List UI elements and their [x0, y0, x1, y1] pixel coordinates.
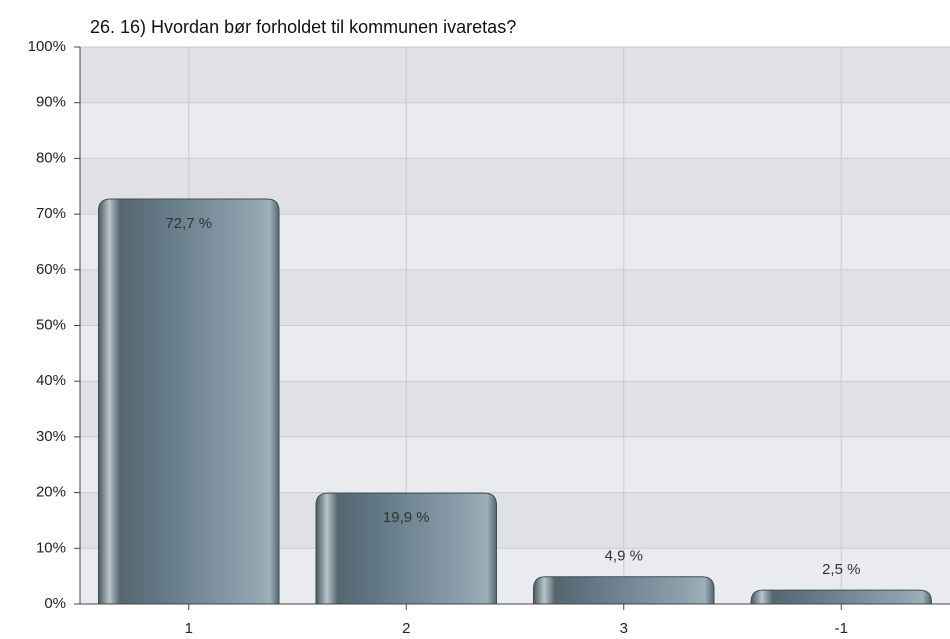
- y-tick-label: 40%: [36, 372, 66, 389]
- y-tick-label: 30%: [36, 428, 66, 445]
- bar: [97, 198, 280, 605]
- y-tick-label: 0%: [44, 595, 66, 612]
- y-tick-label: 60%: [36, 261, 66, 278]
- x-tick-label: 3: [620, 620, 628, 637]
- y-tick-label: 100%: [28, 38, 66, 55]
- y-tick-label: 50%: [36, 316, 66, 333]
- data-label: 19,9 %: [383, 509, 430, 526]
- bar: [315, 492, 498, 605]
- y-tick-label: 80%: [36, 149, 66, 166]
- x-tick-label: 1: [185, 620, 193, 637]
- y-tick-label: 70%: [36, 205, 66, 222]
- bar: [750, 589, 933, 605]
- data-label: 72,7 %: [165, 215, 212, 232]
- y-tick-label: 90%: [36, 94, 66, 111]
- x-tick-label: 2: [402, 620, 410, 637]
- y-tick-label: 20%: [36, 484, 66, 501]
- y-tick-label: 10%: [36, 539, 66, 556]
- x-tick-label: -1: [835, 620, 848, 637]
- data-label: 2,5 %: [822, 561, 860, 578]
- chart-title: 26. 16) Hvordan bør forholdet til kommun…: [90, 17, 516, 37]
- data-label: 4,9 %: [605, 548, 643, 565]
- plot-band: [80, 47, 950, 103]
- bar: [532, 576, 715, 605]
